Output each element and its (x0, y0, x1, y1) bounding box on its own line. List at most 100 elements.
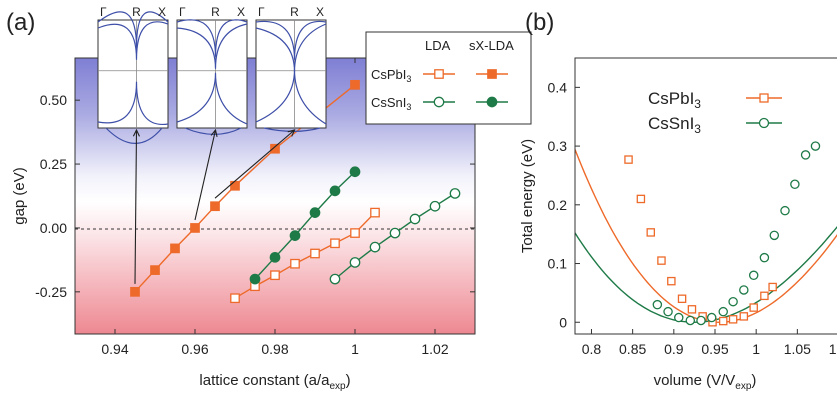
data-point (230, 180, 240, 191)
data-point (249, 273, 261, 285)
x-tick-label: 0.96 (181, 341, 208, 357)
data-point (290, 258, 300, 269)
data-point (350, 228, 360, 238)
k-point-label: X (158, 5, 166, 19)
data-point (759, 252, 770, 263)
panel-a-ticks: 0.94 0.96 0.98 1 1.02 -0.25 0.00 0.25 0.50 (35, 58, 475, 357)
data-point (150, 265, 160, 275)
conduction-band (176, 23, 248, 69)
y-tick-label: 0.3 (548, 138, 568, 154)
inset-arrow (194, 129, 217, 221)
x-tick-label: 1.05 (784, 341, 811, 357)
legend-marker (759, 93, 769, 103)
data-point (349, 166, 361, 178)
k-point-label: R (290, 5, 299, 19)
legend-header-lda: LDA (425, 38, 451, 53)
k-point-label: X (237, 5, 245, 19)
panel-a: (a) 0.94 0.96 0.98 1 1.02 -0.25 0.00 0.25 0.50 g… (6, 5, 532, 392)
data-point (309, 207, 321, 218)
legend-b-label-cssni3-sub: 3 (694, 122, 701, 136)
data-point (310, 248, 320, 259)
panel-a-xlabel: lattice constant (a/aexp) (199, 372, 350, 392)
legend-label-cspbi3-main: CsPbI (371, 67, 406, 82)
panel-b: (b) 0.80.850.90.9511.051.100.10.20.30.4 … (519, 9, 837, 392)
data-point (652, 299, 663, 310)
panel-b-ylabel: Total energy (eV) (519, 139, 536, 253)
legend-b-label-cspbi3: CsPbI3 (648, 89, 701, 111)
panel-a-label: (a) (6, 9, 35, 36)
data-point (790, 179, 800, 190)
valence-band (105, 127, 163, 144)
data-point (389, 227, 401, 239)
conduction-band (97, 21, 169, 60)
y-tick-label: 0.50 (40, 92, 67, 108)
data-point (674, 312, 684, 323)
k-point-label: R (211, 5, 220, 19)
y-tick-label: 0 (559, 314, 567, 330)
data-point (269, 251, 281, 263)
legend-box (365, 31, 532, 125)
data-point (329, 273, 341, 285)
valence-band (97, 81, 169, 126)
k-point-label: X (316, 5, 324, 19)
data-point (677, 294, 687, 304)
data-point (800, 150, 811, 160)
legend-label-cssni3-sub: 3 (406, 102, 411, 112)
legend-label-cssni3: CsSnI3 (371, 95, 411, 112)
data-point (718, 306, 728, 317)
k-point-label: R (132, 5, 141, 19)
data-point (687, 305, 697, 314)
data-point (706, 312, 717, 323)
inset-frame (255, 19, 327, 129)
legend-marker (434, 69, 444, 79)
data-point (685, 315, 696, 326)
data-point (429, 200, 441, 212)
panel-b-series (575, 141, 837, 327)
data-point (663, 306, 673, 317)
panel-b-ticks: 0.8 0.85 0.9 0.95 1 1.05 1.1 0 0.1 0.2 0.3 0.4 (548, 79, 837, 357)
x-tick-label: 1 (752, 341, 760, 357)
inset-arrow (134, 129, 138, 284)
data-point (130, 286, 140, 297)
legend-b-label-cssni3-main: CsSnI (648, 114, 694, 133)
x-tick-label: 1 (351, 341, 359, 357)
data-point (636, 194, 646, 204)
legend-label-cssni3-main: CsSnI (371, 95, 406, 110)
data-point (748, 270, 759, 281)
data-point (270, 270, 280, 281)
y-tick-label: 0.00 (40, 220, 67, 236)
x-tick-label: 0.9 (664, 341, 684, 357)
data-point (657, 256, 666, 265)
data-point (409, 213, 421, 225)
data-point (349, 257, 361, 268)
k-point-label: Γ (179, 5, 186, 19)
k-point-label: Γ (258, 5, 265, 19)
x-tick-label: 0.85 (619, 341, 646, 357)
x-tick-label: 0.94 (101, 341, 128, 357)
data-point (370, 207, 380, 218)
k-point-label: Γ (100, 5, 107, 19)
x-tick-label: 1.02 (421, 341, 448, 357)
panel-b-legend: CsPbI3 CsSnI3 (648, 89, 782, 136)
data-point (350, 79, 360, 90)
panel-a-xlabel-main: lattice constant (a/a (199, 372, 330, 389)
panel-b-xlabel-main: volume (V/V (654, 372, 736, 389)
data-point (170, 243, 180, 254)
inset-frame (176, 19, 248, 129)
data-point (810, 141, 821, 151)
data-point (780, 205, 790, 216)
panel-a-xlabel-close: ) (346, 372, 351, 389)
legend-header-sxlda: sX-LDA (469, 38, 514, 53)
valence-band (255, 69, 327, 125)
panel-a-xlabel-sub: exp (329, 381, 346, 392)
panel-a-series (130, 79, 461, 304)
legend-b-label-cspbi3-sub: 3 (694, 97, 701, 111)
legend-label-cspbi3-sub: 3 (406, 74, 411, 84)
panel-b-xlabel-sub: exp (735, 381, 752, 392)
legend-marker (433, 96, 445, 108)
data-point (739, 312, 749, 321)
